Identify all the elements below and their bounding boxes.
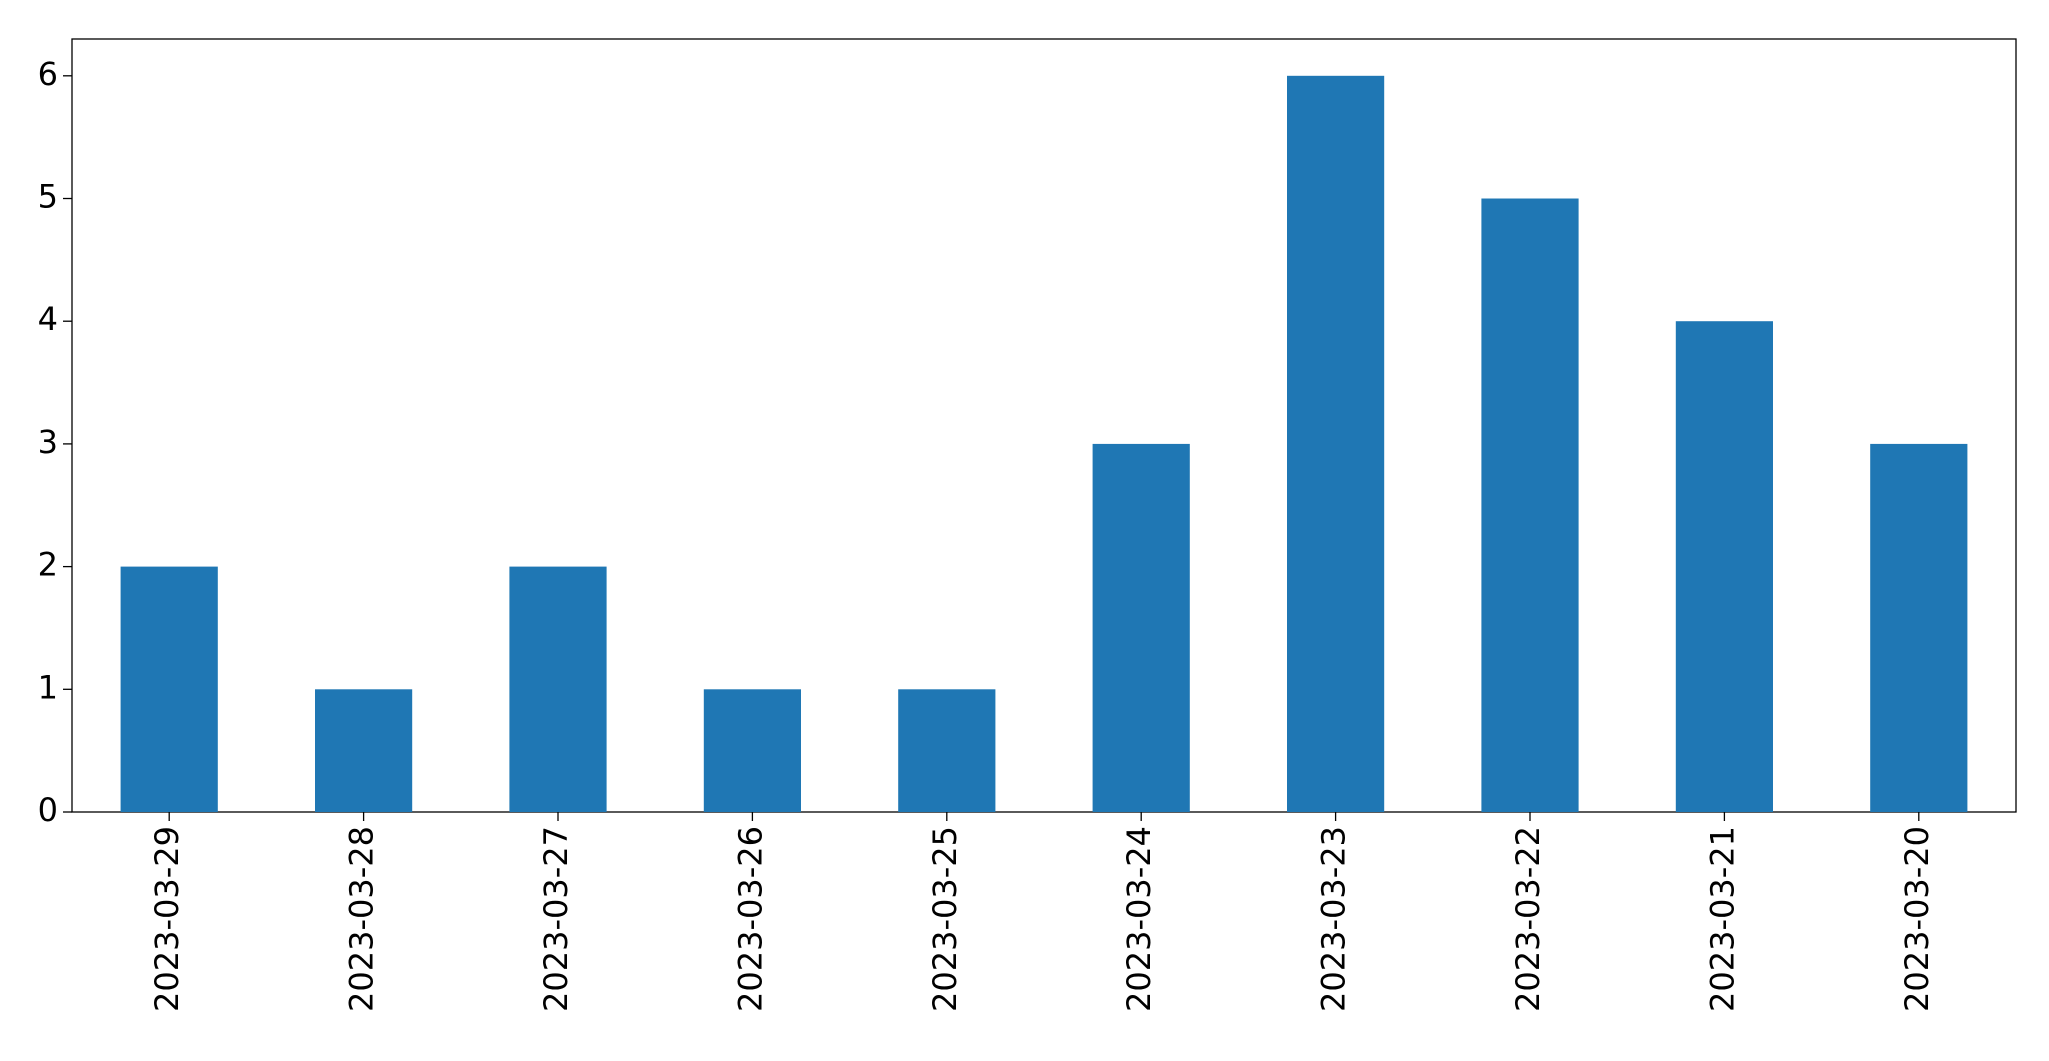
bar — [703, 689, 801, 812]
x-tick-label: 2023-03-28 — [343, 826, 381, 1012]
y-tick-label: 4 — [38, 300, 58, 338]
x-tick-label: 2023-03-24 — [1120, 826, 1158, 1012]
x-tick-label: 2023-03-27 — [537, 826, 575, 1012]
y-tick-label: 3 — [38, 423, 58, 461]
plot-frame — [71, 38, 2017, 813]
x-tick-label: 2023-03-23 — [1315, 826, 1353, 1012]
x-tick-label: 2023-03-20 — [1898, 826, 1936, 1012]
x-tick-label: 2023-03-25 — [926, 826, 964, 1012]
y-tick-label: 2 — [38, 546, 58, 584]
y-tick-label: 5 — [38, 178, 58, 216]
y-tick-label: 1 — [38, 668, 58, 706]
x-tick-label: 2023-03-26 — [731, 826, 769, 1012]
x-tick-label: 2023-03-22 — [1509, 826, 1547, 1012]
y-tick-label: 0 — [38, 791, 58, 829]
bar — [1287, 75, 1385, 813]
bar — [1675, 321, 1773, 812]
bar — [315, 689, 413, 812]
y-tick-label: 6 — [38, 55, 58, 93]
bar — [120, 566, 218, 812]
x-tick-label: 2023-03-29 — [148, 826, 186, 1012]
bar — [509, 566, 607, 812]
x-tick-label: 2023-03-21 — [1703, 826, 1741, 1012]
bar — [1092, 443, 1190, 812]
bar — [1870, 443, 1968, 812]
bar — [1481, 198, 1579, 812]
bar — [898, 689, 996, 812]
